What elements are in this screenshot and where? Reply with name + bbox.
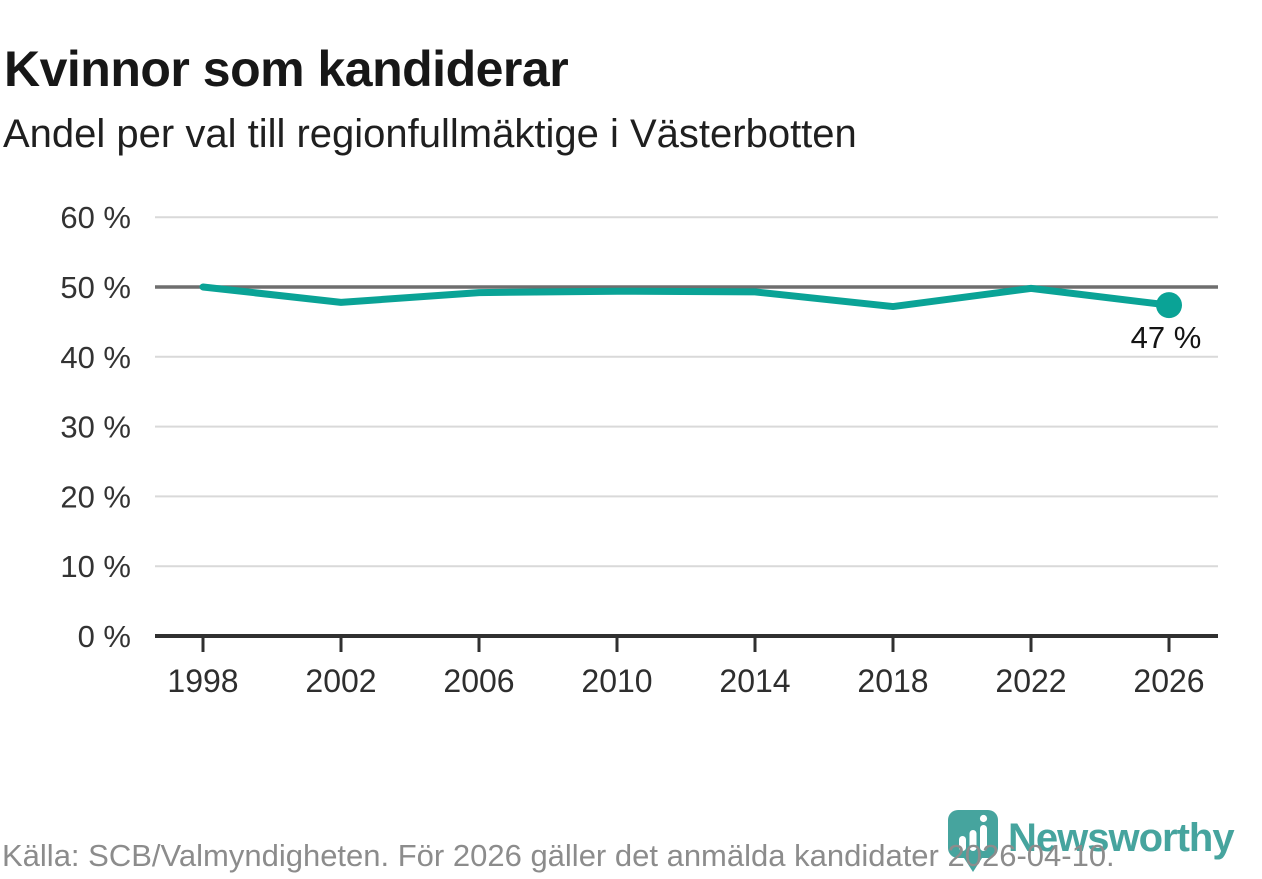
newsworthy-logo: Newsworthy [948, 810, 1235, 874]
y-axis-tick-label: 0 % [78, 619, 131, 654]
x-axis-tick-label: 1998 [167, 663, 238, 699]
x-axis-tick-label: 2010 [581, 663, 652, 699]
newsworthy-logo-text: Newsworthy [1008, 816, 1235, 860]
data-line-share-of-women [199, 283, 1173, 311]
y-axis-tick-label: 50 % [60, 270, 131, 305]
y-axis-tick-label: 30 % [60, 410, 131, 445]
x-axis-tick-label: 2018 [857, 663, 928, 699]
page-subtitle: Andel per val till regionfullmäktige i V… [3, 112, 857, 156]
end-value-label: 47 % [1131, 320, 1202, 355]
x-axis-tick-label: 2006 [443, 663, 514, 699]
y-axis-tick-label: 60 % [60, 200, 131, 235]
x-axis-tick-label: 2002 [305, 663, 376, 699]
source-note: Källa: SCB/Valmyndigheten. För 2026 gäll… [2, 838, 1115, 873]
end-point-marker [1156, 292, 1182, 319]
y-axis-tick-label: 20 % [60, 479, 131, 514]
x-axis-tick-label: 2022 [995, 663, 1066, 699]
y-axis-tick-label: 40 % [60, 340, 131, 375]
y-axis-tick-label: 10 % [60, 549, 131, 584]
x-axis-tick-label: 2026 [1133, 663, 1204, 699]
page-title: Kvinnor som kandiderar [4, 40, 569, 97]
newsworthy-pin-bar-chart-icon [948, 810, 998, 872]
x-axis-tick-label: 2014 [719, 663, 790, 699]
